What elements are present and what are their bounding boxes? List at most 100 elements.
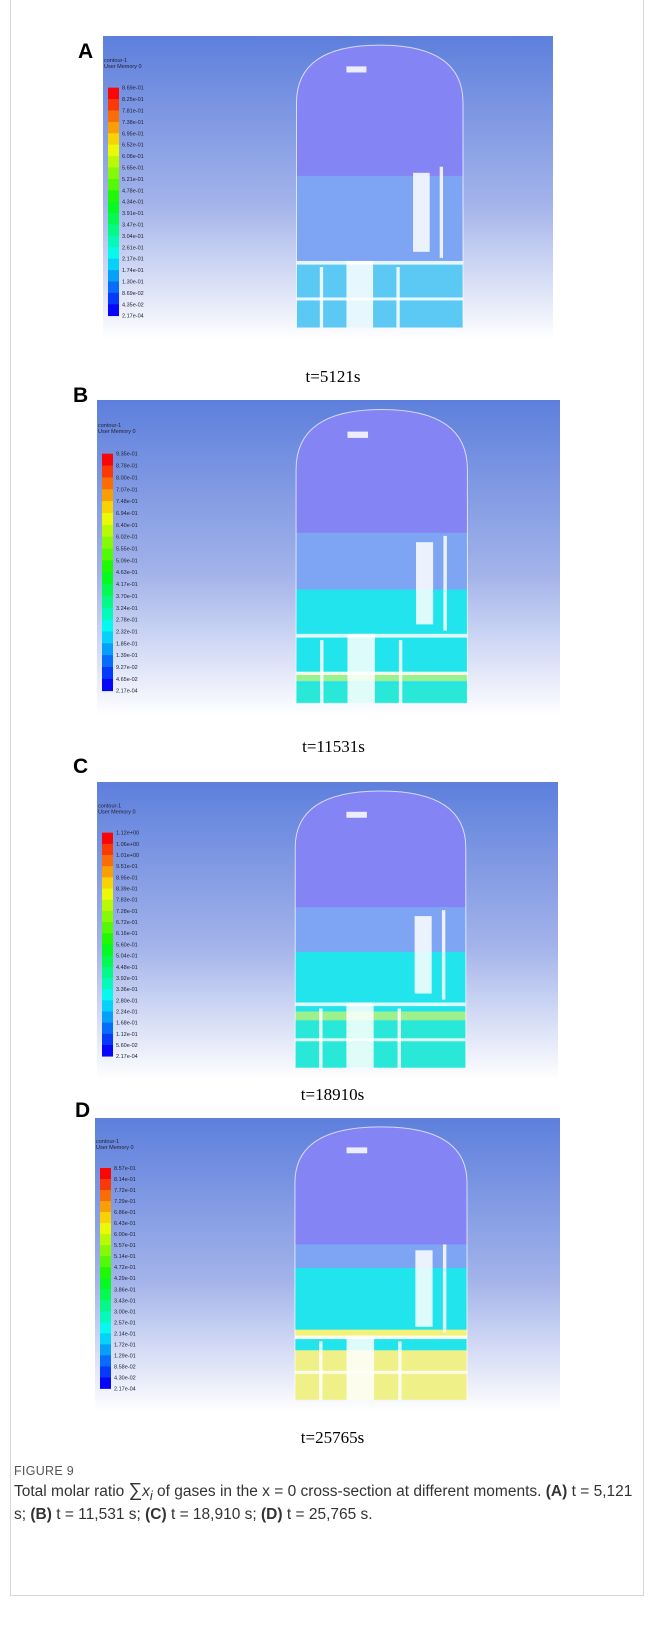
colorbar-band (102, 978, 113, 990)
colorbar-band (102, 855, 113, 867)
legend-label: 6.40e-01 (116, 523, 138, 529)
time-label: t=25765s (301, 1428, 364, 1447)
colorbar-band (108, 213, 119, 225)
colorbar-band (108, 304, 119, 316)
legend-label: 8.78e-01 (116, 464, 138, 470)
colorbar-band (102, 501, 113, 513)
legend-label: 8.69e-02 (122, 291, 144, 297)
colorbar-band (102, 489, 113, 501)
colorbar-band (108, 259, 119, 271)
legend-label: 1.72e-01 (114, 1342, 136, 1348)
legend-label: 4.35e-02 (122, 302, 144, 308)
colorbar-band (102, 877, 113, 889)
legend-label: 4.65e-02 (116, 677, 138, 683)
legend-label: 5.60e-01 (116, 942, 138, 948)
colorbar-band (100, 1278, 111, 1289)
legend-label: 2.17e-04 (114, 1386, 136, 1392)
caption-text: Total molar ratio (14, 1483, 129, 1500)
colorbar-band (100, 1322, 111, 1333)
internal-tube (413, 173, 430, 252)
caption-variable: x (142, 1483, 150, 1500)
legend-label: 1.74e-01 (122, 268, 144, 274)
colorbar-band (102, 537, 113, 549)
legend-label: 3.70e-01 (116, 594, 138, 600)
legend-label: 2.78e-01 (116, 618, 138, 624)
legend-label: 3.91e-01 (122, 211, 144, 217)
colorbar-band (100, 1212, 111, 1223)
vessel (295, 1127, 467, 1406)
legend-label: 8.14e-01 (114, 1177, 136, 1183)
contour-plot: contour-1User Memory 09.35e-018.78e-018.… (97, 400, 560, 716)
legend-label: 2.32e-01 (116, 629, 138, 635)
legend-label: 1.06e+00 (116, 842, 139, 848)
colorbar-band (102, 944, 113, 956)
legend-label: 8.25e-01 (122, 97, 144, 103)
contour-plot: contour-1User Memory 08.69e-018.25e-017.… (103, 36, 553, 340)
legend-label: 1.12e-01 (116, 1032, 138, 1038)
colorbar-band (108, 202, 119, 214)
legend-label: 1.85e-01 (116, 641, 138, 647)
colorbar-band (102, 1000, 113, 1012)
legend-label: 6.02e-01 (116, 535, 138, 541)
colorbar-band (102, 549, 113, 561)
caption-panel-ref: (D) (261, 1506, 283, 1523)
internal-plate (295, 1003, 466, 1007)
colorbar-band (102, 1034, 113, 1046)
colorbar-band (102, 967, 113, 979)
internal-nozzle (347, 1147, 368, 1153)
legend-label: 6.16e-01 (116, 931, 138, 937)
colorbar-band (100, 1223, 111, 1234)
internal-rod (442, 910, 445, 999)
legend-label: 1.01e+00 (116, 853, 139, 859)
legend-label: 6.72e-01 (116, 920, 138, 926)
internal-plate (295, 1336, 467, 1340)
legend-label: 7.48e-01 (116, 499, 138, 505)
legend-label: 4.29e-01 (114, 1276, 136, 1282)
legend-label: 5.57e-01 (114, 1243, 136, 1249)
colorbar-band (102, 454, 113, 466)
legend-label: 5.04e-01 (116, 954, 138, 960)
internal-wall (320, 267, 323, 328)
caption-text: t = 18,910 s; (167, 1506, 261, 1523)
colorbar-band (102, 584, 113, 596)
colorbar-band (102, 889, 113, 901)
legend-label: 4.63e-01 (116, 570, 138, 576)
legend-label: 6.08e-01 (122, 154, 144, 160)
legend-label: 7.38e-01 (122, 120, 144, 126)
panel-letter: B (73, 384, 88, 407)
internal-tube (415, 1250, 432, 1326)
legend-label: 8.95e-01 (116, 875, 138, 881)
legend-label: 5.65e-01 (122, 165, 144, 171)
internal-plate (296, 634, 467, 638)
legend-label: 8.39e-01 (116, 887, 138, 893)
colorbar-band (100, 1245, 111, 1256)
colorbar-band (102, 667, 113, 679)
colorbar-band (102, 572, 113, 584)
colorbar-band (100, 1234, 111, 1245)
internal-wall (320, 640, 323, 703)
legend-label: 7.81e-01 (122, 108, 144, 114)
legend-title: User Memory 0 (98, 809, 136, 815)
vessel (295, 791, 466, 1074)
colorbar-band (100, 1344, 111, 1355)
legend-label: 1.12e+00 (116, 831, 139, 837)
figure-caption: FIGURE 9 Total molar ratio ∑xi of gases … (14, 1462, 634, 1524)
colorbar-band (100, 1190, 111, 1201)
internal-wall (319, 1341, 322, 1400)
legend-label: 8.58e-02 (114, 1364, 136, 1370)
legend-label: 3.00e-01 (114, 1309, 136, 1315)
time-label: t=18910s (301, 1085, 364, 1104)
colorbar-band (100, 1201, 111, 1212)
legend-label: 6.86e-01 (114, 1210, 136, 1216)
colorbar-band (108, 270, 119, 282)
colorbar-band (102, 525, 113, 537)
time-label: t=11531s (302, 737, 365, 756)
colorbar-band (108, 247, 119, 259)
legend-label: 2.57e-01 (114, 1320, 136, 1326)
internal-wall (398, 1341, 401, 1400)
legend-label: 8.69e-01 (122, 86, 144, 92)
colorbar-band (108, 156, 119, 168)
legend-label: 4.30e-02 (114, 1375, 136, 1381)
